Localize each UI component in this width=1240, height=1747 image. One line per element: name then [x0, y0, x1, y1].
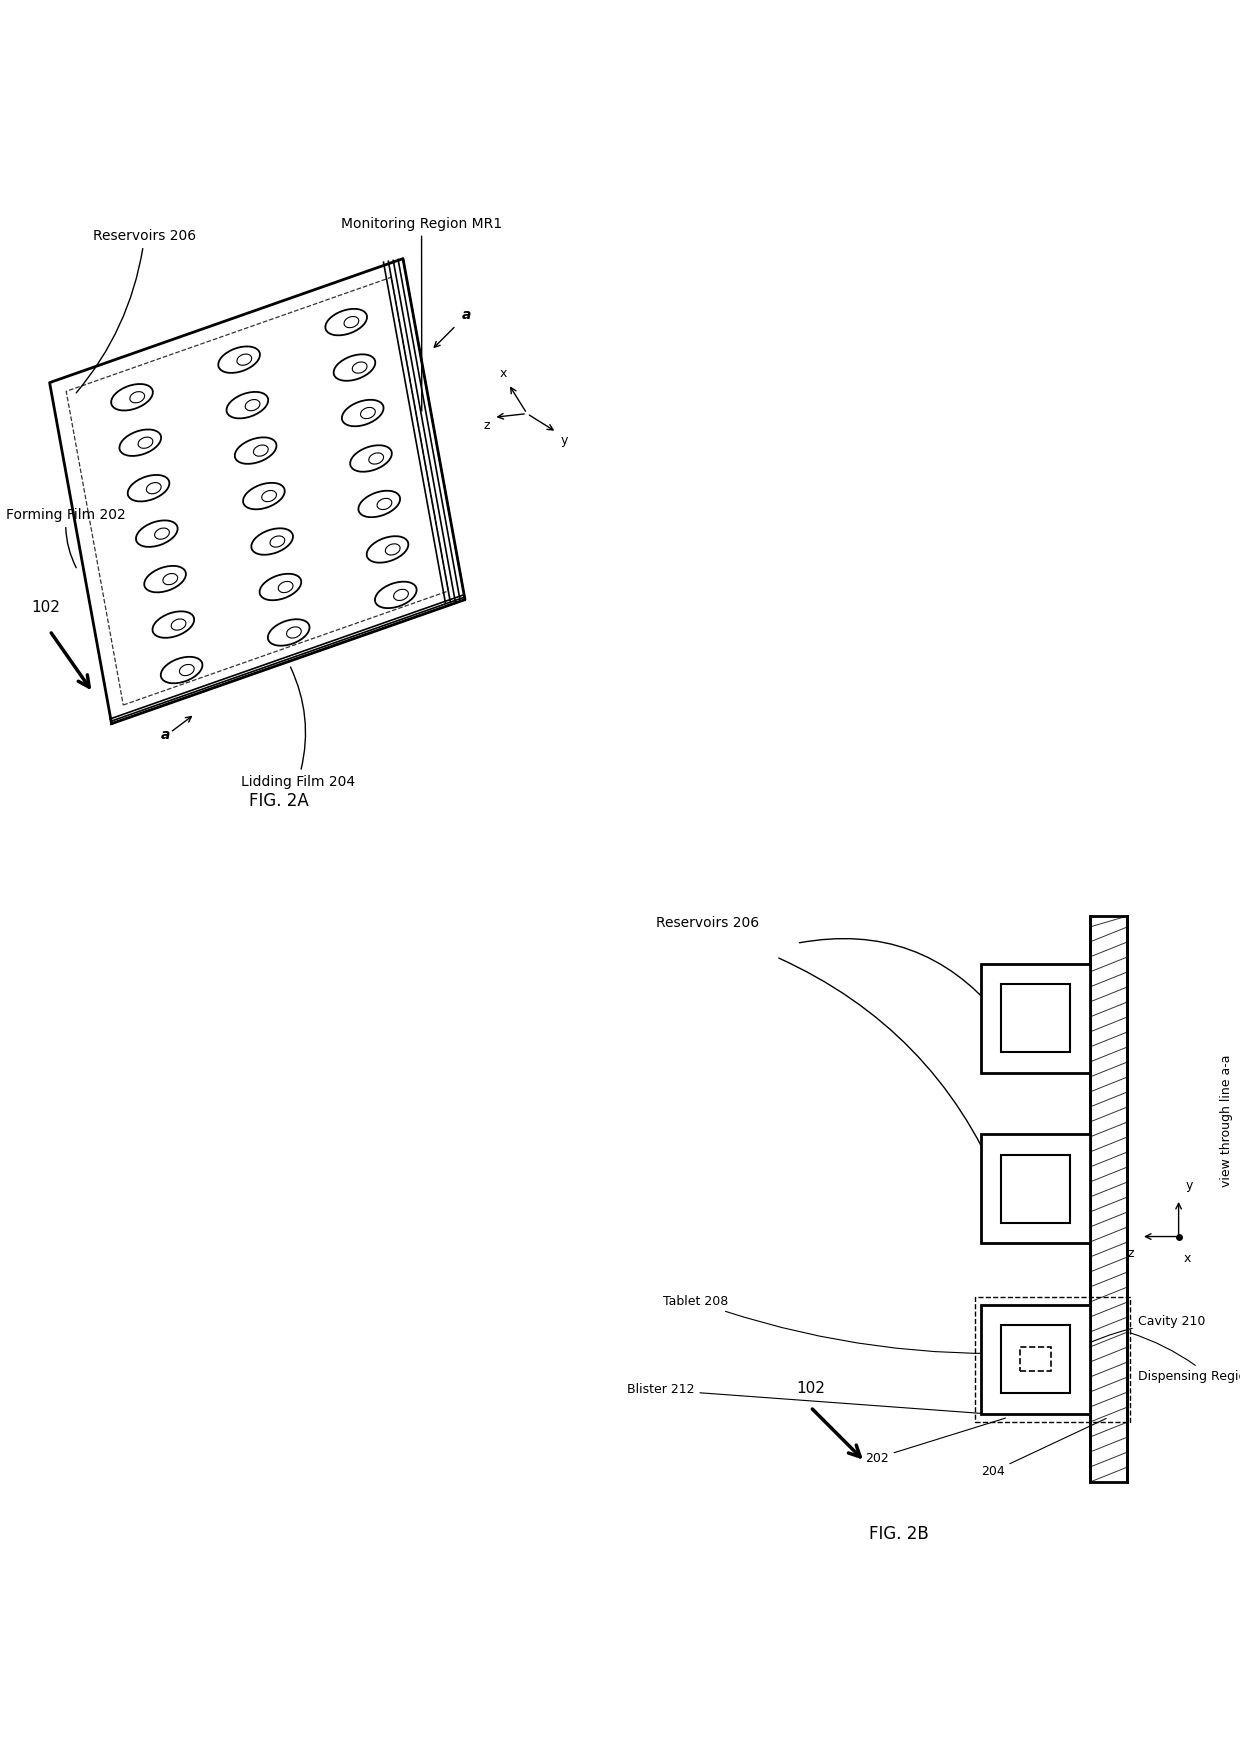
Text: a: a [463, 307, 471, 321]
Text: Reservoirs 206: Reservoirs 206 [656, 915, 760, 929]
Text: Lidding Film 204: Lidding Film 204 [241, 667, 355, 788]
Bar [1002, 1155, 1069, 1223]
Text: x: x [500, 367, 507, 381]
Text: Tablet 208: Tablet 208 [663, 1295, 1033, 1354]
Text: FIG. 2B: FIG. 2B [869, 1525, 929, 1543]
Text: z: z [484, 419, 490, 432]
Text: Reservoirs 206: Reservoirs 206 [76, 229, 196, 393]
Text: Blister 212: Blister 212 [627, 1384, 985, 1413]
Text: Dispensing Region 214: Dispensing Region 214 [1130, 1333, 1240, 1384]
Text: 202: 202 [866, 1419, 1006, 1464]
Text: 102: 102 [31, 599, 60, 615]
Bar [981, 1134, 1090, 1244]
Text: FIG. 2A: FIG. 2A [249, 793, 309, 811]
Text: a: a [161, 728, 170, 742]
Text: x: x [1184, 1251, 1192, 1265]
Text: view through line a-a: view through line a-a [1220, 1055, 1233, 1186]
Text: z: z [1128, 1247, 1135, 1260]
Text: Forming Film 202: Forming Film 202 [6, 508, 126, 568]
Text: 204: 204 [981, 1419, 1106, 1478]
Bar [1002, 984, 1069, 1052]
Bar [981, 964, 1090, 1073]
Text: Monitoring Region MR1: Monitoring Region MR1 [341, 217, 502, 411]
Text: 102: 102 [797, 1382, 826, 1396]
Bar [1090, 915, 1127, 1481]
Bar [976, 1296, 1130, 1422]
Bar [1021, 1347, 1050, 1371]
Text: Cavity 210: Cavity 210 [1071, 1315, 1205, 1350]
Text: y: y [560, 433, 568, 447]
Bar [1002, 1326, 1069, 1394]
Text: y: y [1185, 1179, 1193, 1191]
Bar [981, 1305, 1090, 1413]
